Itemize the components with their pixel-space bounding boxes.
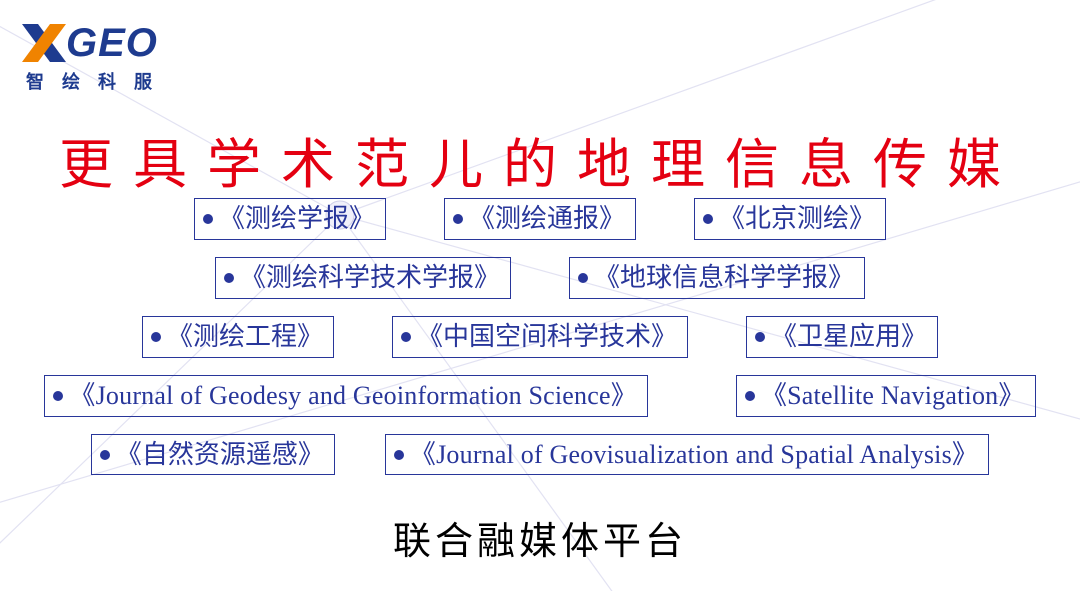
bullet-icon	[703, 214, 713, 224]
journal-label: 《中国空间科学技术》	[417, 322, 677, 352]
journal-tag: 《测绘通报》	[444, 198, 636, 240]
journal-tag: 《Journal of Geodesy and Geoinformation S…	[44, 375, 648, 417]
footer-title: 联合融媒体平台	[0, 510, 1080, 565]
tag-row: 《测绘科学技术学报》 《地球信息科学学报》	[215, 257, 865, 299]
journal-label: 《测绘科学技术学报》	[240, 263, 500, 293]
tagline: 更具学术范儿的地理信息传媒	[0, 120, 1080, 199]
journal-tag: 《测绘工程》	[142, 316, 334, 358]
logo-brand-text: GEO	[66, 21, 158, 66]
journal-tag: 《Satellite Navigation》	[736, 375, 1036, 417]
journal-tag: 《测绘学报》	[194, 198, 386, 240]
bullet-icon	[745, 391, 755, 401]
bullet-icon	[755, 332, 765, 342]
bullet-icon	[151, 332, 161, 342]
bullet-icon	[453, 214, 463, 224]
journal-label: 《测绘通报》	[469, 204, 625, 234]
journal-tag: 《测绘科学技术学报》	[215, 257, 511, 299]
journal-label: 《测绘学报》	[219, 204, 375, 234]
journal-label: 《Satellite Navigation》	[761, 381, 1025, 411]
journal-label: 《自然资源遥感》	[116, 440, 324, 470]
bullet-icon	[401, 332, 411, 342]
journal-tag: 《Journal of Geovisualization and Spatial…	[385, 434, 989, 476]
tag-row: 《测绘工程》 《中国空间科学技术》 《卫星应用》	[142, 316, 938, 358]
bullet-icon	[203, 214, 213, 224]
tag-row: 《自然资源遥感》 《Journal of Geovisualization an…	[91, 434, 989, 476]
journal-tags: 《测绘学报》 《测绘通报》 《北京测绘》 《测绘科学技术学报》 《地球信息科学学…	[0, 198, 1080, 475]
journal-tag: 《地球信息科学学报》	[569, 257, 865, 299]
journal-tag: 《北京测绘》	[694, 198, 886, 240]
bullet-icon	[224, 273, 234, 283]
journal-tag: 《中国空间科学技术》	[392, 316, 688, 358]
bullet-icon	[578, 273, 588, 283]
journal-label: 《Journal of Geovisualization and Spatial…	[410, 440, 978, 470]
journal-label: 《地球信息科学学报》	[594, 263, 854, 293]
bullet-icon	[53, 391, 63, 401]
journal-tag: 《卫星应用》	[746, 316, 938, 358]
tag-row: 《测绘学报》 《测绘通报》 《北京测绘》	[194, 198, 886, 240]
bullet-icon	[394, 450, 404, 460]
logo-x-icon	[22, 20, 68, 66]
tag-row: 《Journal of Geodesy and Geoinformation S…	[44, 375, 1035, 417]
logo: GEO 智绘科服	[22, 20, 170, 94]
journal-tag: 《自然资源遥感》	[91, 434, 335, 476]
journal-label: 《测绘工程》	[167, 322, 323, 352]
journal-label: 《Journal of Geodesy and Geoinformation S…	[69, 381, 637, 411]
journal-label: 《卫星应用》	[771, 322, 927, 352]
logo-subtext: 智绘科服	[26, 68, 170, 94]
bullet-icon	[100, 450, 110, 460]
journal-label: 《北京测绘》	[719, 204, 875, 234]
